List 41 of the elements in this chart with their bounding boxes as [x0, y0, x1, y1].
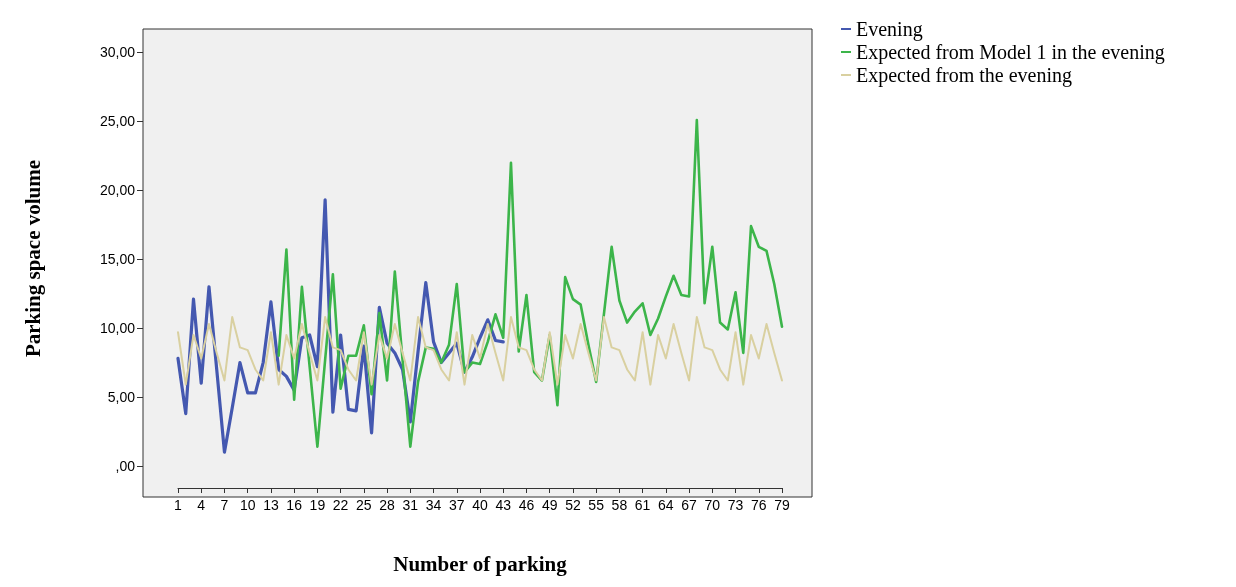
x-tick-label: 25	[356, 497, 372, 513]
line-series	[277, 118, 784, 448]
x-tick-label: 70	[704, 497, 721, 513]
x-tick-label: 34	[425, 497, 442, 513]
x-tick-label: 55	[588, 497, 605, 513]
x-tick-label: 10	[239, 497, 256, 513]
x-tick-label: 64	[658, 497, 674, 513]
legend-label: Expected from the evening	[856, 64, 1073, 87]
x-tick-label: 7	[220, 497, 229, 513]
x-tick-label: 43	[495, 497, 512, 513]
legend-label: Expected from Model 1 in the evening	[856, 41, 1165, 64]
x-tick-label: 61	[634, 497, 651, 513]
y-tick-label: 5,00	[107, 389, 136, 406]
x-tick-label: 58	[611, 497, 628, 513]
x-tick-label: 67	[681, 497, 698, 513]
line-series	[177, 316, 783, 386]
x-tick-label: 31	[402, 497, 419, 513]
x-tick-label: 76	[750, 497, 767, 513]
x-tick-label: 22	[332, 497, 349, 513]
y-tick-label: 15,00	[99, 251, 136, 268]
x-tick-label: 40	[472, 497, 488, 513]
y-tick-label: 25,00	[99, 113, 136, 130]
x-tick-label: 79	[774, 497, 790, 513]
x-tick-label: 52	[565, 497, 581, 513]
y-axis-title: Parking space volume	[20, 159, 45, 358]
x-tick-label: 1	[174, 497, 183, 513]
x-tick-label: 16	[286, 497, 303, 513]
x-tick-label: 73	[727, 497, 744, 513]
y-tick-label: 20,00	[99, 182, 136, 199]
y-tick-label: 10,00	[99, 320, 136, 337]
x-tick-label: 28	[379, 497, 396, 513]
legend-label: Evening	[856, 18, 923, 41]
x-tick-label: 19	[309, 497, 326, 513]
x-tick-label: 37	[448, 497, 465, 513]
x-tick-label: 46	[518, 497, 535, 513]
y-tick-label: ,00	[115, 457, 136, 474]
y-tick-label: 30,00	[99, 44, 136, 61]
x-tick-label: 4	[197, 497, 206, 513]
x-tick-label: 49	[541, 497, 558, 513]
x-axis-title: Number of parking	[393, 551, 568, 576]
x-tick-label: 13	[263, 497, 279, 513]
